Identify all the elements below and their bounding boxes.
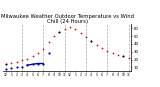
Point bbox=[69, 27, 71, 28]
Point bbox=[21, 66, 23, 67]
Point bbox=[26, 64, 28, 66]
Point bbox=[5, 64, 7, 65]
Point bbox=[10, 62, 12, 63]
Point bbox=[47, 53, 50, 54]
Point bbox=[79, 32, 82, 34]
Point bbox=[31, 56, 34, 57]
Point bbox=[10, 68, 12, 69]
Point bbox=[122, 56, 124, 57]
Point bbox=[90, 40, 92, 41]
Point bbox=[15, 61, 18, 63]
Title: Milwaukee Weather Outdoor Temperature vs Wind Chill (24 Hours): Milwaukee Weather Outdoor Temperature vs… bbox=[1, 14, 134, 24]
Point bbox=[74, 28, 76, 30]
Point bbox=[85, 36, 87, 38]
Point bbox=[42, 63, 44, 64]
Point bbox=[5, 64, 7, 65]
Point bbox=[15, 67, 18, 68]
Point bbox=[117, 54, 119, 56]
Point bbox=[63, 28, 66, 30]
Point bbox=[37, 53, 39, 54]
Point bbox=[111, 53, 114, 54]
Point bbox=[31, 64, 34, 65]
Point bbox=[42, 48, 44, 49]
Point bbox=[101, 47, 103, 49]
Point bbox=[53, 35, 55, 37]
Point bbox=[26, 58, 28, 60]
Point bbox=[5, 68, 7, 70]
Point bbox=[58, 31, 60, 33]
Point bbox=[95, 44, 98, 45]
Point bbox=[127, 57, 130, 59]
Point bbox=[122, 56, 124, 57]
Point bbox=[106, 50, 108, 52]
Point bbox=[58, 31, 60, 33]
Point bbox=[90, 40, 92, 41]
Point bbox=[47, 42, 50, 43]
Point bbox=[37, 63, 39, 64]
Point bbox=[21, 60, 23, 61]
